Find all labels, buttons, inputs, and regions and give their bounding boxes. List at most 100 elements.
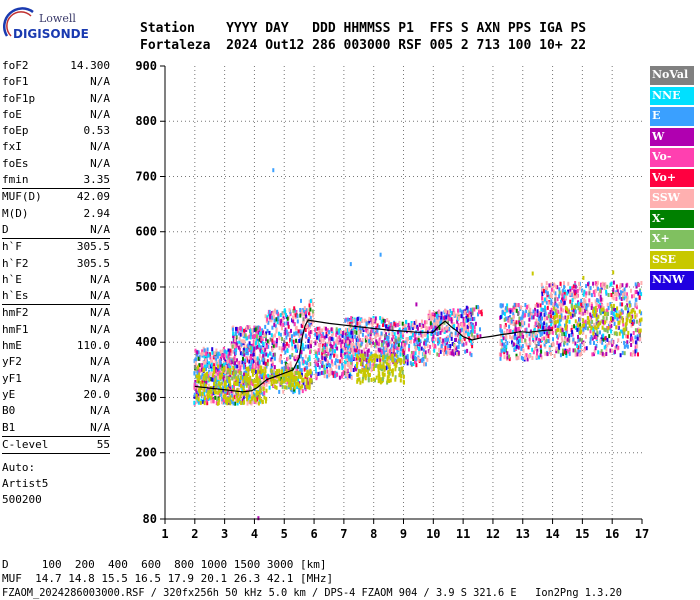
echo-point <box>233 383 235 388</box>
echo-point <box>387 339 390 344</box>
echo-point <box>333 353 336 358</box>
echo-point-sse <box>263 395 266 400</box>
param-value: N/A <box>90 420 110 434</box>
echo-point <box>272 352 275 357</box>
echo-point <box>574 341 577 346</box>
echo-point <box>377 347 380 352</box>
echo-point <box>244 365 247 369</box>
echo-point <box>309 350 311 355</box>
echo-point-sse <box>628 303 631 308</box>
echo-point <box>474 321 477 326</box>
echo-point <box>534 346 537 351</box>
echo-point <box>197 350 200 355</box>
echo-point <box>227 354 230 359</box>
echo-point <box>463 334 466 339</box>
echo-point <box>234 361 236 366</box>
echo-point-sse <box>223 394 225 399</box>
echo-point-sse <box>289 383 292 388</box>
echo-point <box>457 311 460 316</box>
echo-point <box>208 361 211 366</box>
echo-point <box>368 339 371 344</box>
echo-point <box>433 348 436 353</box>
echo-point-sse <box>213 369 216 374</box>
echo-point <box>381 340 384 345</box>
echo-point <box>517 303 520 307</box>
echo-point <box>611 342 614 347</box>
echo-point <box>515 320 518 325</box>
echo-point <box>366 340 368 345</box>
echo-point <box>245 369 248 374</box>
echo-point <box>607 293 610 297</box>
echo-point <box>211 347 214 352</box>
echo-point <box>319 335 322 340</box>
echo-point <box>585 291 588 296</box>
param-row-hme: hmE 110.0 <box>2 338 110 354</box>
echo-point <box>539 353 542 358</box>
echo-point <box>232 390 235 395</box>
echo-point <box>206 351 209 356</box>
echo-point <box>406 361 409 366</box>
echo-point <box>432 323 435 328</box>
echo-point <box>443 339 446 344</box>
echo-point-sse <box>556 319 559 324</box>
echo-point <box>360 341 363 346</box>
echo-point <box>429 313 432 318</box>
echo-point <box>469 324 471 329</box>
echo-point <box>300 368 303 373</box>
echo-point <box>363 326 366 331</box>
echo-point-sse <box>610 304 613 308</box>
echo-point <box>345 372 348 377</box>
echo-point <box>589 312 592 317</box>
echo-point <box>229 365 231 370</box>
echo-point <box>302 381 305 386</box>
echo-point-sse <box>372 377 375 382</box>
echo-point <box>639 336 642 341</box>
param-name: hmF1 <box>2 322 29 336</box>
echo-point <box>309 315 312 320</box>
echo-point <box>424 354 427 359</box>
echo-point <box>290 328 292 333</box>
echo-point-sse <box>271 376 274 381</box>
echo-point <box>525 342 528 347</box>
echo-point <box>234 331 237 336</box>
echo-point <box>515 303 518 308</box>
echo-point <box>525 353 528 358</box>
echo-outlier <box>582 275 585 280</box>
echo-point <box>259 348 262 353</box>
echo-point <box>281 326 283 331</box>
echo-marks <box>193 168 643 521</box>
echo-point <box>385 366 388 371</box>
echo-point <box>568 338 571 343</box>
echo-point <box>241 339 244 344</box>
param-value: N/A <box>90 289 110 303</box>
echo-point <box>366 349 369 354</box>
echo-point <box>613 322 616 326</box>
echo-point-sse <box>360 358 363 363</box>
echo-point <box>269 315 272 320</box>
echo-point <box>367 348 370 353</box>
echo-point <box>408 347 410 352</box>
echo-point <box>450 351 453 356</box>
echo-point <box>545 300 548 305</box>
echo-point <box>335 358 338 363</box>
echo-point <box>265 382 268 387</box>
echo-point <box>273 318 276 323</box>
echo-point <box>263 391 266 395</box>
echo-point <box>328 330 331 335</box>
echo-point-sse <box>219 376 222 381</box>
echo-point <box>425 320 428 325</box>
echo-point <box>315 359 318 364</box>
echo-point <box>210 362 213 367</box>
echo-point <box>409 361 412 366</box>
echo-point <box>560 336 563 341</box>
echo-point-sse <box>251 369 253 374</box>
echo-point <box>443 320 446 325</box>
echo-point <box>262 360 265 365</box>
echo-point <box>582 320 585 325</box>
echo-point <box>265 364 268 369</box>
echo-point <box>309 299 312 303</box>
echo-point <box>194 348 197 353</box>
echo-point <box>262 381 265 386</box>
echo-point <box>342 331 345 335</box>
echo-point <box>279 359 282 364</box>
